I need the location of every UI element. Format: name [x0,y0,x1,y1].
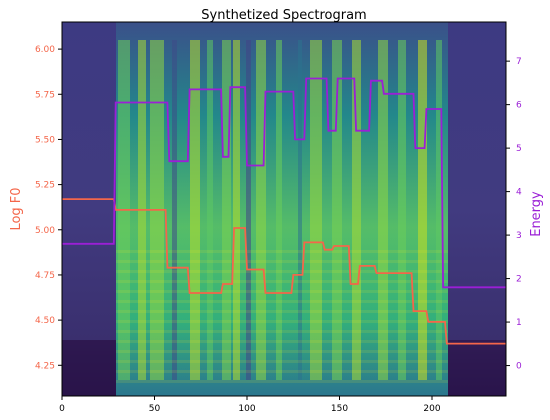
right-tick-label: 5 [516,144,522,154]
left-y-axis: 4.25 4.50 4.75 5.00 5.25 5.50 5.75 6.00 [35,45,62,371]
left-tick-label: 4.75 [35,271,55,281]
right-tick-label: 3 [516,231,522,241]
x-tick-label: 50 [149,404,161,414]
left-tick-label: 5.50 [35,135,55,145]
left-tick-label: 5.00 [35,226,55,236]
plot-frame [61,21,507,397]
right-y-axis: 0 1 2 3 4 5 6 7 [506,57,522,372]
chart-title: Synthetized Spectrogram [201,8,366,23]
left-tick-label: 4.25 [35,361,55,371]
left-tick-label: 4.50 [35,316,55,326]
right-tick-label: 2 [516,275,522,285]
left-tick-label: 5.75 [35,90,55,100]
right-tick-label: 7 [516,57,522,67]
right-axis-label: Energy [529,191,544,237]
x-axis: 0 50 100 150 200 [59,396,441,414]
right-tick-label: 1 [516,318,522,328]
right-tick-label: 0 [516,362,522,372]
left-axis-label: Log F0 [9,187,24,230]
x-tick-label: 200 [423,404,440,414]
x-tick-label: 100 [238,404,255,414]
right-tick-label: 6 [516,101,522,111]
right-tick-label: 4 [516,188,522,198]
left-tick-label: 6.00 [35,45,55,55]
left-tick-label: 5.25 [35,181,55,191]
x-tick-label: 0 [59,404,65,414]
x-tick-label: 150 [331,404,348,414]
energy-line [62,77,506,289]
log-f0-line [62,198,506,345]
